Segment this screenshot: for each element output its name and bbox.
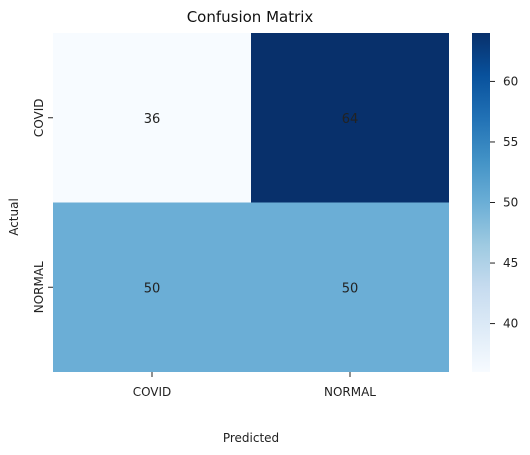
y-axis-label: Actual [7, 198, 21, 236]
colorbar: 40 45 50 55 60 [472, 33, 518, 372]
colorbar-tick-label: 50 [503, 196, 518, 210]
colorbar-tick-label: 40 [503, 317, 518, 331]
colorbar-tick-label: 60 [503, 74, 518, 88]
heatmap-cell [251, 202, 449, 372]
heatmap-cell-label: 50 [144, 281, 161, 296]
x-axis-label: Predicted [223, 431, 279, 445]
colorbar-tick-label: 55 [503, 135, 518, 149]
heatmap-cell-labels: 36 64 50 50 [144, 112, 359, 297]
colorbar-ticks: 40 45 50 55 60 [490, 74, 518, 331]
y-tick-label: NORMAL [32, 261, 46, 313]
heatmap-cell [53, 33, 251, 203]
colorbar-tick-label: 45 [503, 256, 518, 270]
heatmap-cell [251, 33, 449, 203]
y-tick-label: COVID [32, 98, 46, 137]
heatmap-cell-label: 36 [144, 112, 161, 127]
x-axis-ticks: COVID NORMAL [133, 372, 376, 399]
x-tick-label: COVID [133, 385, 172, 399]
x-tick-label: NORMAL [324, 385, 376, 399]
y-axis-ticks: COVID NORMAL [32, 98, 53, 313]
colorbar-scale [472, 33, 490, 372]
heatmap-cells [53, 33, 449, 372]
heatmap-cell [53, 202, 251, 372]
heatmap-cell-label: 64 [342, 112, 359, 127]
heatmap-cell-label: 50 [342, 281, 359, 296]
chart-title: Confusion Matrix [187, 8, 314, 26]
